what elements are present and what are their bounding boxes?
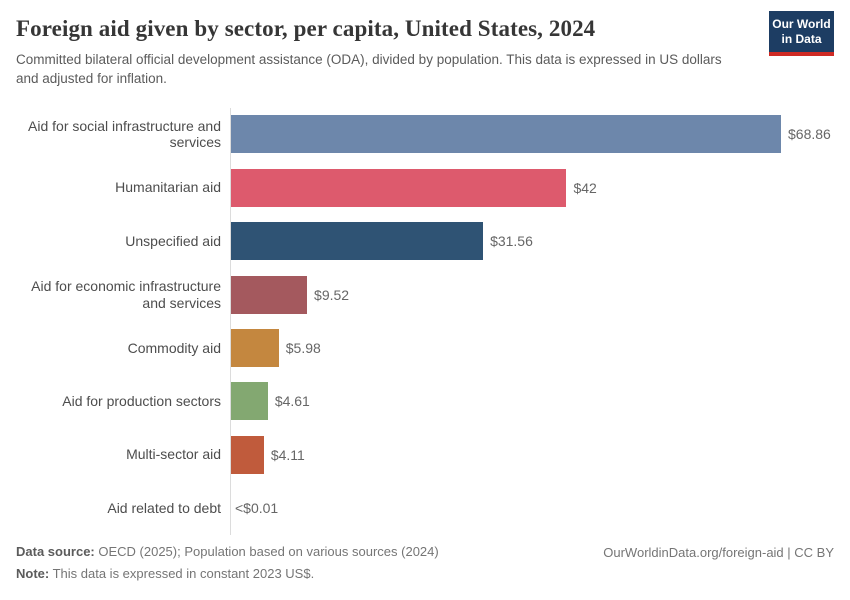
value-label: $4.11 (270, 446, 305, 463)
page-title: Foreign aid given by sector, per capita,… (16, 16, 596, 41)
bar[interactable] (231, 382, 268, 421)
chart-row: Commodity aid $5.98 (16, 321, 834, 375)
chart-row: Multi-sector aid $4.11 (16, 428, 834, 482)
value-label: $5.98 (285, 339, 321, 356)
owid-logo: Our World in Data (769, 11, 834, 56)
owid-link[interactable]: OurWorldinData.org/foreign-aid | CC BY (603, 544, 834, 560)
value-label: <$0.01 (235, 500, 279, 517)
bar-rows: Aid for social infrastructure and servic… (16, 107, 834, 535)
bar-area: $42 (230, 161, 834, 215)
bar-area: $9.52 (230, 267, 834, 322)
value-label: $68.86 (788, 126, 831, 143)
category-label: Multi-sector aid (126, 446, 221, 463)
chart-row: Humanitarian aid $42 (16, 161, 834, 215)
bar-area: $4.61 (230, 374, 834, 429)
note-line: Note: This data is expressed in constant… (16, 563, 439, 586)
bar-area: $31.56 (230, 214, 834, 268)
bar[interactable] (231, 168, 567, 207)
category-label: Aid related to debt (107, 499, 221, 516)
data-source-line[interactable]: Data source: OECD (2025); Population bas… (16, 541, 439, 564)
category-label: Aid for economic infrastructure and serv… (31, 277, 221, 311)
value-label: $31.56 (490, 233, 533, 250)
footer-left: Data source: OECD (2025); Population bas… (16, 541, 439, 587)
data-source-label: Data source: (16, 543, 95, 559)
chart-row: Unspecified aid $31.56 (16, 214, 834, 268)
footer: Data source: OECD (2025); Population bas… (16, 541, 834, 587)
bar-chart: Aid for social infrastructure and servic… (16, 107, 834, 535)
bar-area: $68.86 (230, 107, 834, 162)
chart-subtitle: Committed bilateral official development… (16, 51, 722, 87)
note-label: Note: (16, 566, 50, 582)
chart-row: Aid for economic infrastructure and serv… (16, 267, 834, 322)
bar[interactable] (231, 115, 781, 154)
bar-area: $4.11 (230, 428, 834, 482)
value-label: $9.52 (314, 286, 350, 303)
bar[interactable] (231, 435, 264, 474)
chart-row: Aid for production sectors $4.61 (16, 374, 834, 429)
chart-row: Aid for social infrastructure and servic… (16, 107, 834, 162)
category-label: Humanitarian aid (115, 179, 221, 196)
category-label: Unspecified aid (125, 232, 221, 249)
value-label: $42 (573, 179, 597, 196)
category-label: Commodity aid (127, 339, 221, 356)
category-label: Aid for social infrastructure and servic… (28, 117, 221, 151)
category-label: Aid for production sectors (62, 392, 221, 409)
bar[interactable] (231, 275, 308, 314)
chart-row: Aid related to debt <$0.01 (16, 481, 834, 535)
note-text: This data is expressed in constant 2023 … (49, 566, 315, 582)
bar-area: $5.98 (230, 321, 834, 375)
header: Foreign aid given by sector, per capita,… (16, 11, 834, 89)
data-source-text: OECD (2025); Population based on various… (94, 543, 439, 559)
owid-logo-line1: Our World (772, 17, 831, 31)
bar[interactable] (231, 328, 279, 367)
bar[interactable] (231, 222, 484, 261)
value-label: $4.61 (274, 393, 310, 410)
owid-logo-line2: in Data (781, 32, 822, 46)
bar-area: <$0.01 (230, 481, 834, 535)
